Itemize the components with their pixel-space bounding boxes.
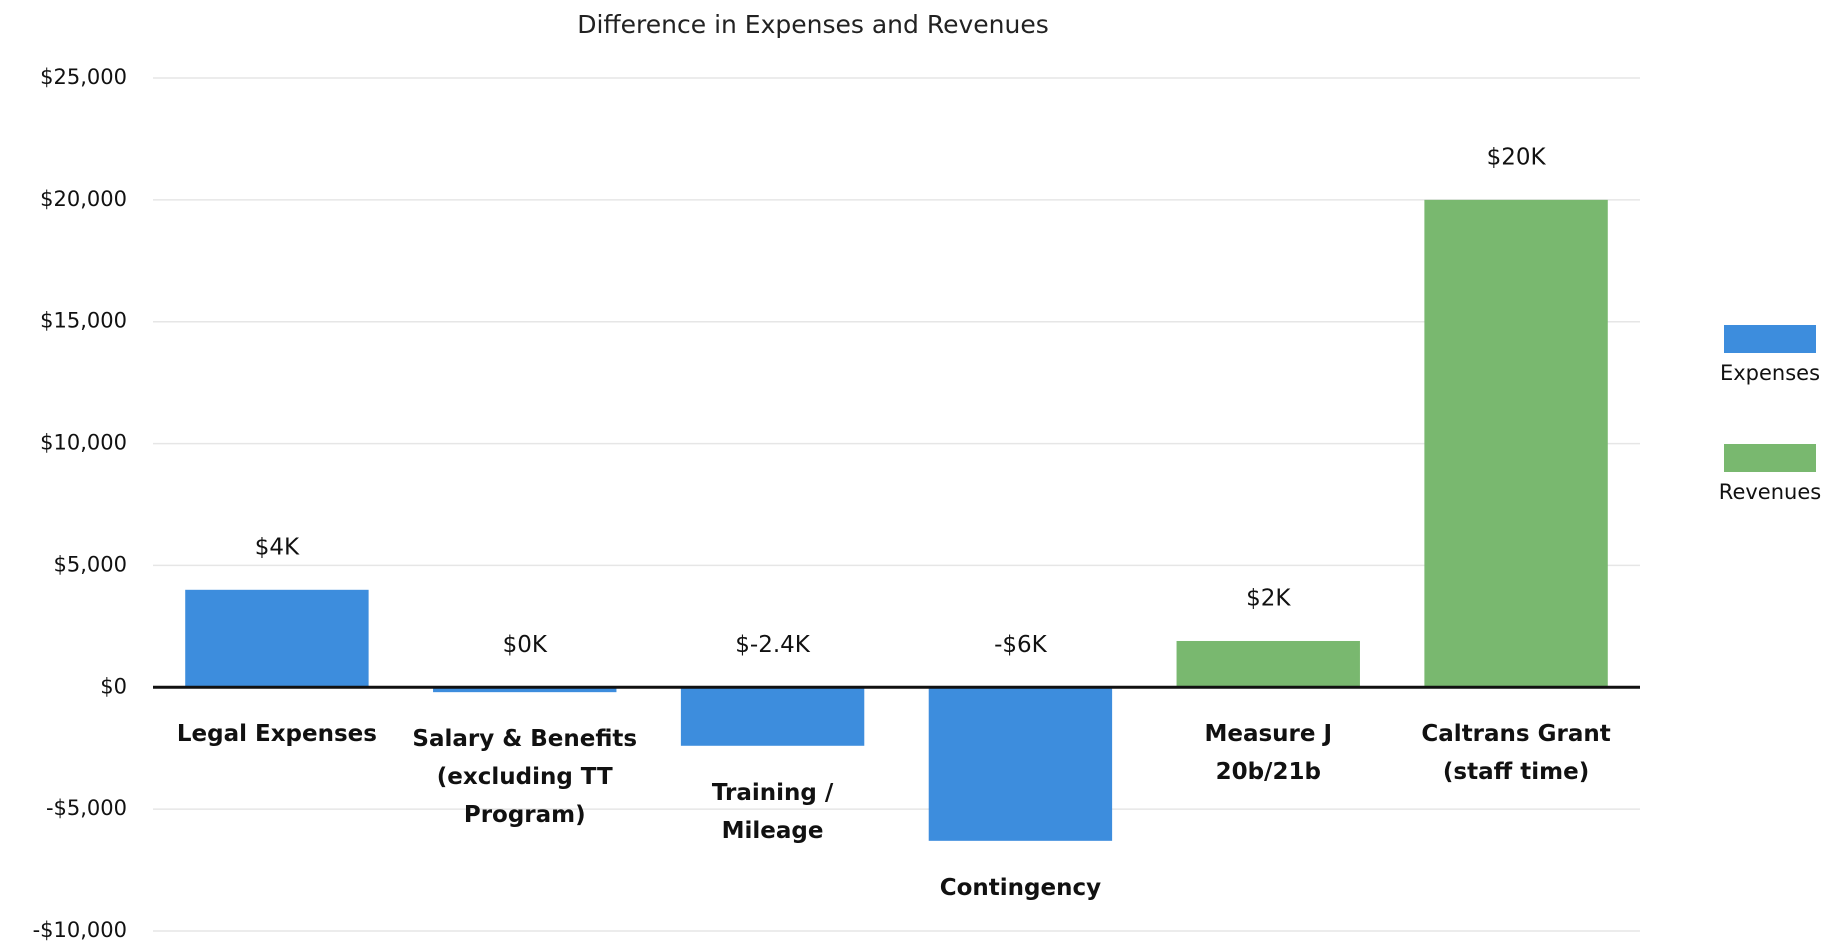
- data-label: $20K: [1487, 144, 1547, 170]
- y-tick-label: $20,000: [40, 187, 127, 211]
- bar: [928, 687, 1113, 841]
- chart-title: Difference in Expenses and Revenues: [577, 10, 1049, 39]
- bar: [680, 687, 865, 746]
- data-label: $4K: [255, 534, 300, 560]
- x-tick-label: Training / Mileage: [711, 779, 834, 844]
- legend-swatch: [1724, 325, 1816, 353]
- bar: [1424, 199, 1608, 688]
- x-tick-label: Measure J 20b/21b: [1204, 721, 1333, 786]
- x-tick-label: Legal Expenses: [176, 721, 377, 748]
- bar: [433, 687, 617, 693]
- bar: [185, 589, 369, 688]
- data-label: -$6K: [994, 632, 1048, 658]
- legend-label: Revenues: [1719, 480, 1821, 504]
- legend-label: Expenses: [1720, 361, 1820, 385]
- y-tick-label: $25,000: [40, 65, 127, 89]
- bar: [1176, 640, 1360, 688]
- y-tick-label: $5,000: [54, 552, 127, 576]
- y-tick-label: -$10,000: [33, 918, 127, 942]
- x-tick-label: Caltrans Grant (staff time): [1421, 721, 1611, 786]
- y-tick-label: $10,000: [40, 431, 127, 455]
- data-label: $-2.4K: [735, 632, 811, 658]
- legend-swatch: [1724, 444, 1816, 472]
- x-tick-label: Salary & Benefits (excluding TT Program): [412, 726, 638, 829]
- y-tick-label: -$5,000: [46, 796, 127, 820]
- data-label: $0K: [503, 632, 548, 658]
- data-label: $2K: [1246, 585, 1291, 611]
- y-tick-label: $0: [100, 674, 127, 698]
- x-tick-label: Contingency: [939, 874, 1102, 901]
- y-tick-label: $15,000: [40, 309, 127, 333]
